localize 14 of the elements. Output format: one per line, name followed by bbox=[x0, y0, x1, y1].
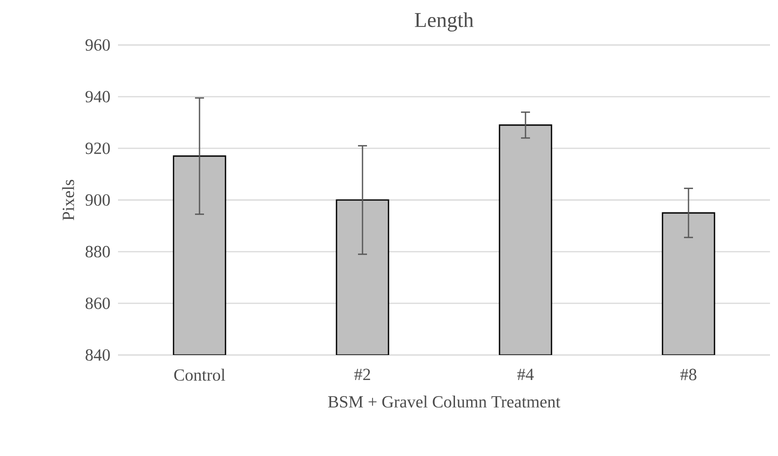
y-tick-label: 840 bbox=[86, 349, 110, 361]
x-tick-label: Control bbox=[174, 368, 226, 381]
x-tick-label: #2 bbox=[354, 368, 370, 380]
y-tick-label: 860 bbox=[86, 298, 110, 310]
chart-title: Length bbox=[414, 12, 474, 32]
y-tick-label: 940 bbox=[86, 90, 110, 102]
x-tick-label: #4 bbox=[517, 368, 534, 380]
x-tick-label: #8 bbox=[680, 368, 696, 380]
x-axis-title: BSM + Gravel Column Treatment bbox=[328, 396, 560, 408]
y-tick-label: 900 bbox=[86, 194, 110, 206]
y-tick-label: 920 bbox=[86, 142, 110, 154]
y-tick-label: 880 bbox=[86, 246, 110, 258]
y-tick-label: 960 bbox=[86, 39, 110, 51]
y-axis-title: Pixels bbox=[62, 180, 74, 220]
